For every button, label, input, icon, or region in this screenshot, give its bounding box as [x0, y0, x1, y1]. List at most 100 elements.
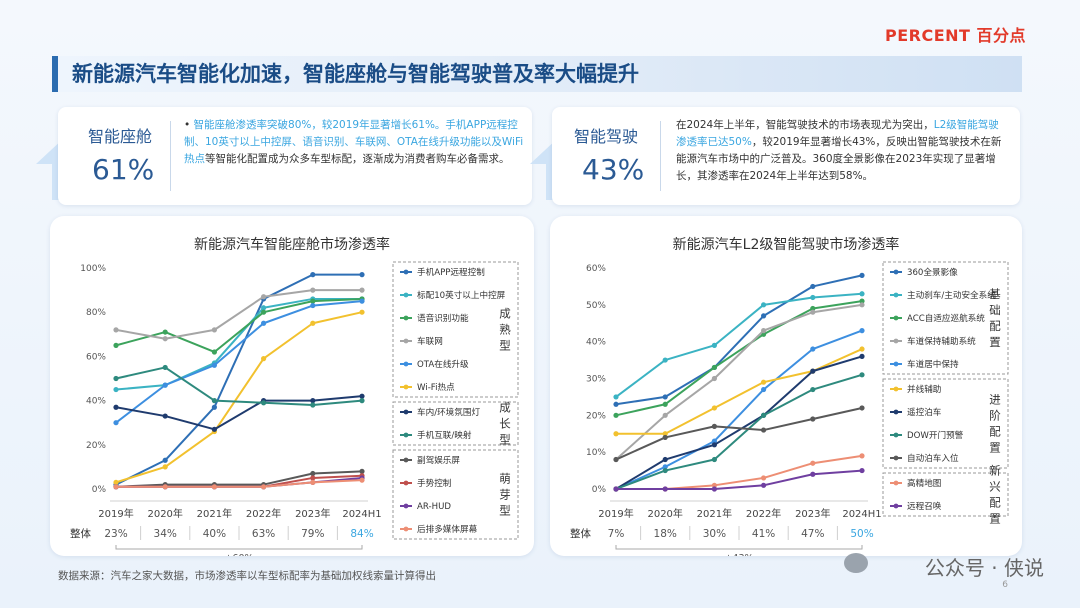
chart-card-cockpit: 新能源汽车智能座舱市场渗透率 0% 20% 40% 60% 80% 100% 2019年 20…	[50, 216, 534, 556]
series-line	[615, 292, 863, 398]
data-point	[662, 464, 668, 470]
divider	[170, 121, 171, 191]
data-point	[261, 356, 267, 362]
legend-marker	[893, 269, 899, 275]
data-point	[662, 431, 668, 437]
legend-marker	[403, 338, 409, 344]
data-point	[261, 305, 267, 311]
x-tick-label: 2024H1	[842, 509, 881, 520]
data-point	[359, 272, 365, 278]
data-point	[662, 357, 668, 363]
legend-group-label: 置	[989, 335, 1001, 349]
data-point	[113, 479, 119, 485]
y-tick-label: 100%	[80, 264, 106, 274]
data-point	[711, 442, 717, 448]
cockpit-line-chart: 0% 20% 40% 60% 80% 100% 2019年 2020年 2021年 2022年 20…	[70, 261, 519, 556]
legend-label: 车道居中保持	[907, 358, 959, 370]
data-point	[662, 456, 668, 463]
data-point	[310, 398, 316, 404]
page-number: 6	[1002, 580, 1008, 590]
growth-label: +60%	[224, 553, 253, 556]
data-point	[711, 438, 717, 444]
kpi-description: 在2024年上半年，智能驾驶技术的市场表现尤为突出，L2级智能驾驶渗透率已达50…	[676, 117, 1006, 185]
series-line	[615, 406, 863, 461]
series-line	[116, 479, 363, 488]
legend-label: 语音识别功能	[417, 312, 469, 324]
series-line	[615, 300, 863, 417]
legend-marker	[403, 503, 409, 509]
data-point	[359, 468, 365, 474]
data-point	[113, 327, 119, 333]
data-point	[359, 477, 365, 483]
wechat-icon	[844, 553, 868, 573]
page-title: 新能源汽车智能化加速，智能座舱与智能驾驶普及率大幅提升	[72, 62, 639, 86]
brand-logo: PERCENT 百分点	[884, 26, 1026, 45]
data-point	[810, 368, 816, 374]
legend-label: 远程召唤	[907, 500, 942, 512]
legend-marker	[403, 361, 409, 367]
series-line	[115, 395, 363, 431]
legend-group-label: 成	[499, 307, 511, 321]
data-point	[261, 320, 267, 326]
data-point	[711, 405, 717, 411]
data-point	[711, 486, 717, 492]
legend-label: 车内/环境氛围灯	[417, 406, 480, 418]
series-line	[115, 311, 363, 484]
data-point	[359, 398, 365, 404]
legend-marker	[893, 338, 899, 344]
series-line	[115, 366, 363, 407]
data-point	[761, 427, 767, 433]
x-tick-label: 2020年	[647, 507, 682, 520]
divider	[660, 121, 661, 191]
legend-marker	[893, 315, 899, 321]
data-point	[113, 375, 119, 382]
data-point	[761, 302, 767, 308]
legend-label: 后排多媒体屏幕	[417, 523, 478, 535]
data-point	[211, 426, 217, 432]
legend-group-label: 熟	[499, 323, 511, 337]
data-point	[113, 404, 119, 410]
y-tick-label: 10%	[586, 448, 606, 458]
legend-label: AR-HUD	[417, 502, 451, 512]
data-point	[613, 486, 619, 492]
overall-value: 23%	[104, 528, 127, 540]
data-point	[261, 400, 267, 406]
legend-group-box	[392, 401, 519, 446]
y-tick-label: 80%	[86, 308, 106, 318]
legend-marker	[403, 409, 409, 415]
chart-title: 新能源汽车L2级智能驾驶市场渗透率	[672, 237, 900, 253]
legend-group-label: 配	[989, 496, 1001, 510]
series-line	[115, 289, 362, 340]
series-line	[615, 274, 863, 406]
legend-marker	[403, 526, 409, 532]
series-line	[616, 469, 863, 490]
data-point	[113, 342, 119, 348]
legend-group-label: 置	[989, 512, 1001, 526]
data-point	[859, 291, 865, 297]
legend-group-label: 芽	[499, 488, 511, 502]
data-point	[162, 413, 168, 419]
data-point	[859, 302, 865, 308]
overall-value: 47%	[801, 528, 824, 540]
legend-group-label: 型	[499, 433, 511, 447]
overall-value: 84%	[350, 528, 373, 540]
y-tick-label: 40%	[86, 397, 106, 407]
data-point	[162, 336, 168, 342]
data-point	[711, 482, 717, 488]
data-point	[211, 404, 217, 410]
legend-marker	[403, 315, 409, 321]
legend-label: OTA在线升级	[417, 358, 469, 370]
series-line	[115, 297, 363, 353]
data-point	[162, 382, 168, 388]
x-tick-label: 2022年	[746, 507, 781, 520]
legend-group-label: 长	[499, 417, 511, 431]
data-point	[662, 412, 668, 418]
x-tick-label: 2020年	[147, 507, 182, 520]
overall-value: 18%	[654, 528, 677, 540]
data-point	[859, 346, 865, 352]
data-point	[662, 467, 668, 474]
data-point	[310, 479, 316, 485]
data-point	[261, 294, 267, 300]
legend-marker	[893, 386, 899, 392]
data-point	[261, 484, 267, 490]
